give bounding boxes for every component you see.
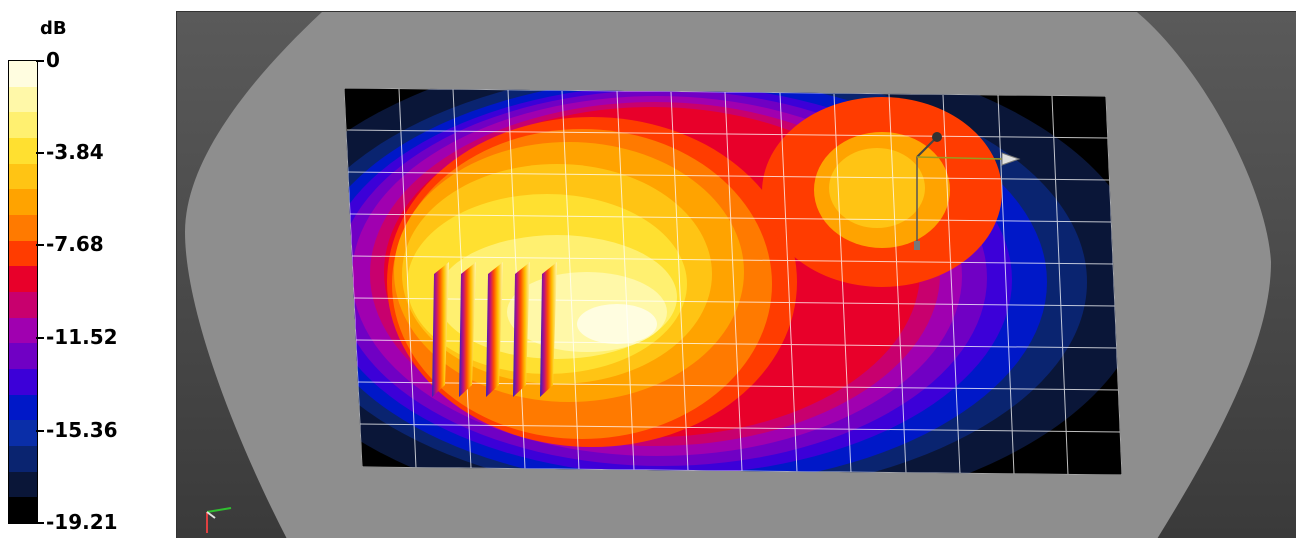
colorbar-swatch-9	[9, 292, 37, 318]
colorbar-swatch-0	[9, 61, 37, 87]
antenna-array	[432, 262, 557, 397]
colorbar-swatch-15	[9, 446, 37, 472]
legend-tick-label-4: -15.36	[46, 418, 118, 442]
colorbar-swatch-13	[9, 394, 37, 421]
antenna-fin	[486, 262, 503, 397]
legend-tick-mark	[36, 152, 44, 154]
legend-tick-label-0: 0	[46, 48, 60, 72]
color-legend: dB 0 -3.84 -7.68 -11.52 -15.36 -19.21	[0, 0, 176, 538]
colorbar-swatch-3	[9, 138, 37, 164]
colorbar-swatch-2	[9, 112, 37, 139]
colorbar-swatch-12	[9, 369, 37, 395]
colorbar-swatch-6	[9, 215, 37, 241]
legend-tick-mark	[36, 430, 44, 432]
colorbar-swatch-17	[9, 497, 37, 524]
probe-marker[interactable]	[914, 132, 1021, 250]
colorbar	[8, 60, 38, 524]
colorbar-swatch-16	[9, 471, 37, 498]
legend-tick-mark	[36, 244, 44, 246]
antenna-fin	[459, 262, 476, 397]
antenna-fin	[432, 262, 449, 397]
colorbar-swatch-14	[9, 420, 37, 447]
legend-unit-label: dB	[40, 18, 67, 39]
legend-tick-mark	[36, 337, 44, 339]
orientation-axes-icon	[206, 507, 232, 533]
colorbar-swatch-4	[9, 163, 37, 190]
colorbar-swatch-1	[9, 86, 37, 113]
legend-tick-label-3: -11.52	[46, 325, 118, 349]
antenna-fin	[513, 262, 530, 397]
colorbar-swatch-5	[9, 189, 37, 216]
legend-tick-label-5: -19.21	[46, 510, 118, 534]
field-contour-map	[344, 88, 1122, 475]
colorbar-swatch-10	[9, 317, 37, 344]
legend-tick-label-2: -7.68	[46, 232, 104, 256]
colorbar-swatch-7	[9, 240, 37, 267]
colorbar-swatch-8	[9, 266, 37, 293]
colorbar-swatch-11	[9, 343, 37, 370]
legend-tick-mark	[36, 522, 44, 524]
legend-tick-label-1: -3.84	[46, 140, 104, 164]
legend-tick-mark	[36, 60, 44, 62]
3d-viewport[interactable]	[176, 11, 1296, 538]
antenna-fin	[540, 262, 557, 397]
